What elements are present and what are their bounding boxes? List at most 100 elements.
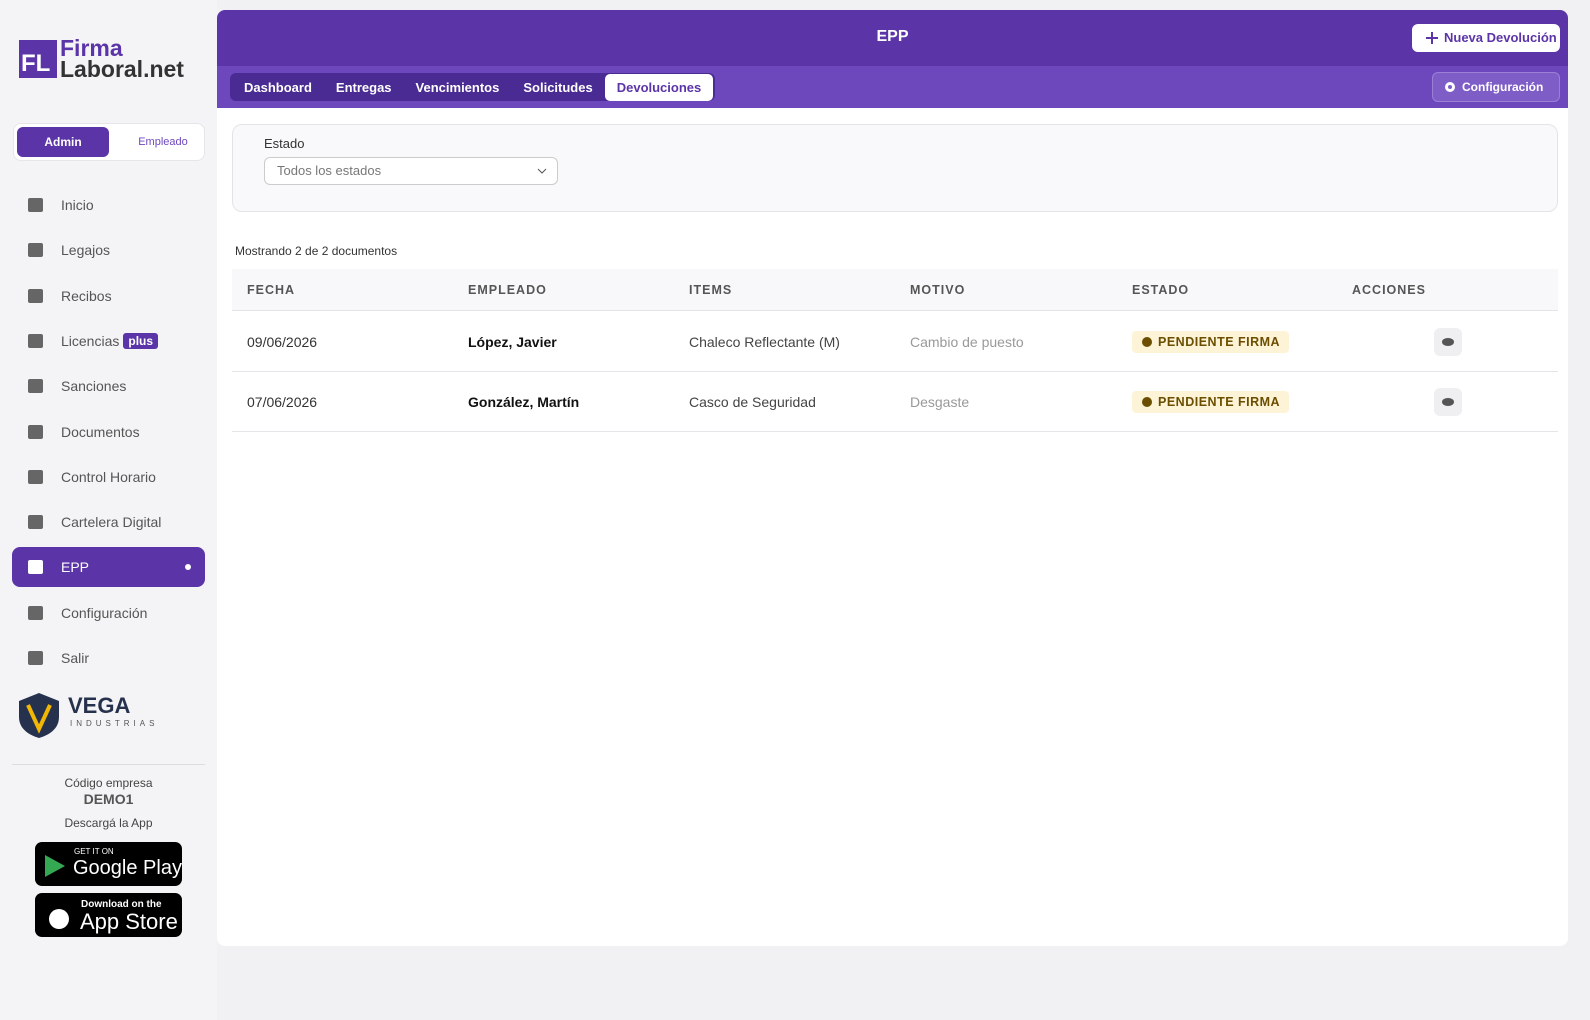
nav-label: Salir	[61, 650, 90, 666]
clock-icon	[1142, 337, 1152, 347]
cell: Desgaste	[910, 394, 970, 410]
table-row: 07/06/2026 González, Martín Casco de Segur…	[232, 372, 1558, 432]
cell: López, Javier	[468, 334, 557, 350]
nav-label: Recibos	[61, 287, 112, 304]
nav-item[interactable]: Recibos	[12, 276, 205, 316]
nav-label: Control Horario	[61, 468, 156, 485]
tab[interactable]: Devoluciones	[604, 73, 714, 101]
nav-item[interactable]: EPP	[12, 547, 205, 588]
nav-label: Licencias	[61, 332, 120, 349]
role-admin[interactable]: Admin	[17, 127, 109, 157]
app-store[interactable]: Download on the App Store	[35, 893, 182, 937]
role-toggle: Admin Empleado	[13, 123, 205, 161]
google-play[interactable]: GET IT ON Google Play	[35, 842, 182, 886]
nav-label: EPP	[61, 559, 90, 576]
logo-mark: FL	[19, 40, 57, 78]
column-header: MOTIVO	[910, 283, 966, 297]
summary: Mostrando 2 de 2 documentos	[235, 244, 398, 258]
logo-line1: Firma	[60, 35, 123, 61]
nav-item[interactable]: Documentos	[12, 412, 205, 452]
gear-icon	[1445, 82, 1455, 92]
clock-icon	[1142, 397, 1152, 407]
cell: Cambio de puesto	[910, 334, 1024, 350]
filter-card: Estado Todos los estados	[232, 124, 1558, 212]
cell: 07/06/2026	[247, 394, 318, 410]
tab[interactable]: Solicitudes	[523, 79, 593, 95]
view-button[interactable]	[1434, 388, 1462, 416]
nav-icon	[28, 605, 43, 620]
nav-label: Legajos	[61, 242, 111, 259]
tab[interactable]: Dashboard	[244, 79, 312, 95]
nav-icon	[28, 515, 43, 530]
nav-item[interactable]: Salir	[12, 638, 205, 678]
cell: Casco de Seguridad	[689, 394, 816, 410]
company-shield	[19, 693, 59, 738]
play-icon	[45, 855, 65, 877]
nav-label: Cartelera Digital	[61, 514, 162, 531]
nav-icon	[28, 469, 43, 484]
view-button[interactable]	[1434, 328, 1462, 356]
company-name: VEGA	[68, 693, 131, 718]
nav-label: Inicio	[61, 197, 94, 213]
filter-select[interactable]: Todos los estados	[264, 157, 558, 185]
nav-item[interactable]: Inicio	[12, 185, 205, 225]
config-button[interactable]: Configuración	[1432, 72, 1560, 102]
code: DEMO1	[83, 791, 134, 807]
nav-item[interactable]: Legajos	[12, 230, 205, 270]
table-header: FECHA EMPLEADO ITEMS MOTIVO ESTADO ACCIONES	[232, 269, 1558, 311]
logo-line2: Laboral.net	[60, 56, 184, 82]
cell: 09/06/2026	[247, 334, 318, 350]
table-row: 09/06/2026 López, Javier Chaleco Reflectan…	[232, 312, 1558, 372]
filter-placeholder: Todos los estados	[277, 163, 382, 178]
main-panel: EPP Nueva Devolución Dashboard Entregas Ve…	[217, 10, 1568, 946]
company-sub: INDUSTRIAS	[70, 719, 159, 728]
nav-icon	[28, 379, 43, 394]
filter-label: Estado	[264, 136, 305, 151]
nav-icon	[28, 424, 43, 439]
store-big: App Store	[80, 909, 178, 934]
nav-icon	[28, 288, 43, 303]
plus-icon	[1426, 32, 1438, 44]
column-header: FECHA	[247, 283, 296, 297]
status-text: PENDIENTE FIRMA	[1158, 395, 1281, 409]
nav-icon	[28, 198, 43, 212]
tabs-bar: Dashboard Entregas Vencimientos Solicitudes…	[217, 66, 1568, 108]
apple-icon	[49, 909, 69, 929]
divider	[12, 764, 205, 765]
cell: Chaleco Reflectante (M)	[689, 334, 840, 350]
nav-icon	[28, 243, 43, 258]
nav-item[interactable]: Sanciones	[12, 366, 205, 406]
status-badge: PENDIENTE FIRMA	[1132, 331, 1290, 353]
nav-icon	[28, 333, 43, 348]
nav-item[interactable]: Configuración	[12, 593, 205, 633]
nav-label: Documentos	[61, 423, 140, 440]
cell: González, Martín	[468, 394, 580, 410]
new-button[interactable]: Nueva Devolución	[1412, 24, 1560, 52]
role-employee[interactable]: Empleado	[138, 136, 188, 148]
new-button-label: Nueva Devolución	[1444, 30, 1557, 45]
column-header: ITEMS	[689, 283, 733, 297]
column-header: EMPLEADO	[468, 283, 547, 297]
nav-icon	[28, 651, 43, 665]
tabs: Dashboard Entregas Vencimientos Solicitudes…	[230, 73, 716, 101]
nav-item[interactable]: Cartelera Digital	[12, 502, 205, 542]
nav-item[interactable]: Control Horario	[12, 457, 205, 497]
tab[interactable]: Vencimientos	[415, 79, 500, 95]
eye-icon	[1442, 398, 1454, 406]
nav-item[interactable]: Licencias plus	[12, 321, 205, 361]
eye-icon	[1442, 338, 1454, 346]
sidebar: FL Firma Laboral.net Admin Empleado VEGA…	[0, 0, 217, 1020]
app-label: Descargá la App	[64, 816, 153, 830]
store-small: Download on the	[81, 899, 162, 910]
header-title: EPP	[876, 28, 909, 45]
active-dot	[185, 564, 191, 571]
config-label: Configuración	[1462, 80, 1544, 94]
code-label: Código empresa	[64, 776, 153, 790]
status-text: PENDIENTE FIRMA	[1158, 335, 1281, 349]
column-header: ACCIONES	[1352, 283, 1426, 297]
nav-icon	[28, 560, 43, 575]
nav-label: Sanciones	[61, 378, 127, 395]
tab[interactable]: Entregas	[335, 79, 392, 95]
store-big: Google Play	[73, 857, 182, 879]
